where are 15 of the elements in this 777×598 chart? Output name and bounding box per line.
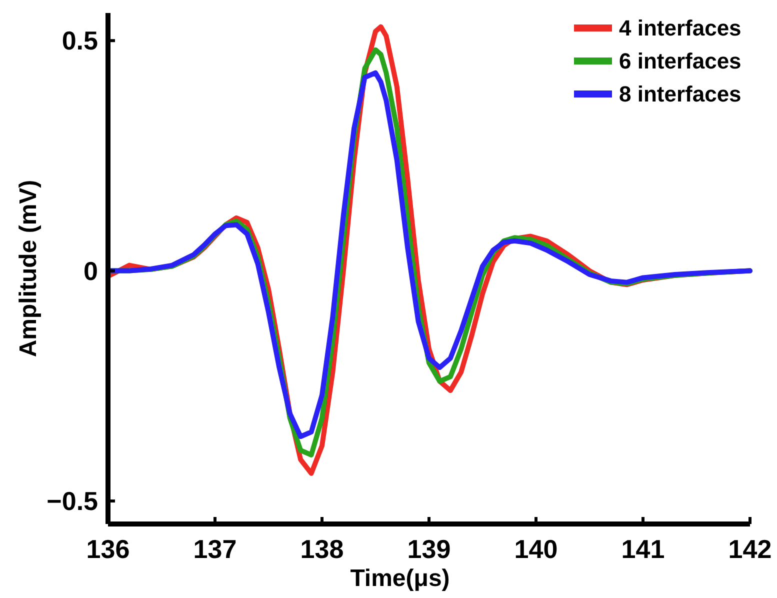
legend-label: 4 interfaces [619, 16, 742, 41]
x-axis-title: Time(μs) [350, 565, 450, 592]
y-axis-title: Amplitude (mV) [15, 180, 42, 358]
y-tick-label: 0 [84, 256, 98, 286]
x-tick-label: 141 [621, 534, 665, 564]
legend-label: 6 interfaces [619, 48, 742, 74]
x-tick-label: 138 [300, 534, 344, 564]
x-tick-label: 139 [407, 534, 451, 564]
x-tick-label: 142 [728, 534, 772, 564]
y-tick-label: 0.5 [62, 26, 98, 56]
legend-label: 8 interfaces [619, 82, 742, 107]
x-tick-label: 137 [193, 534, 237, 564]
x-tick-label: 140 [514, 534, 558, 564]
x-tick-label: 136 [86, 534, 130, 564]
y-tick-label: −0.5 [46, 486, 98, 516]
